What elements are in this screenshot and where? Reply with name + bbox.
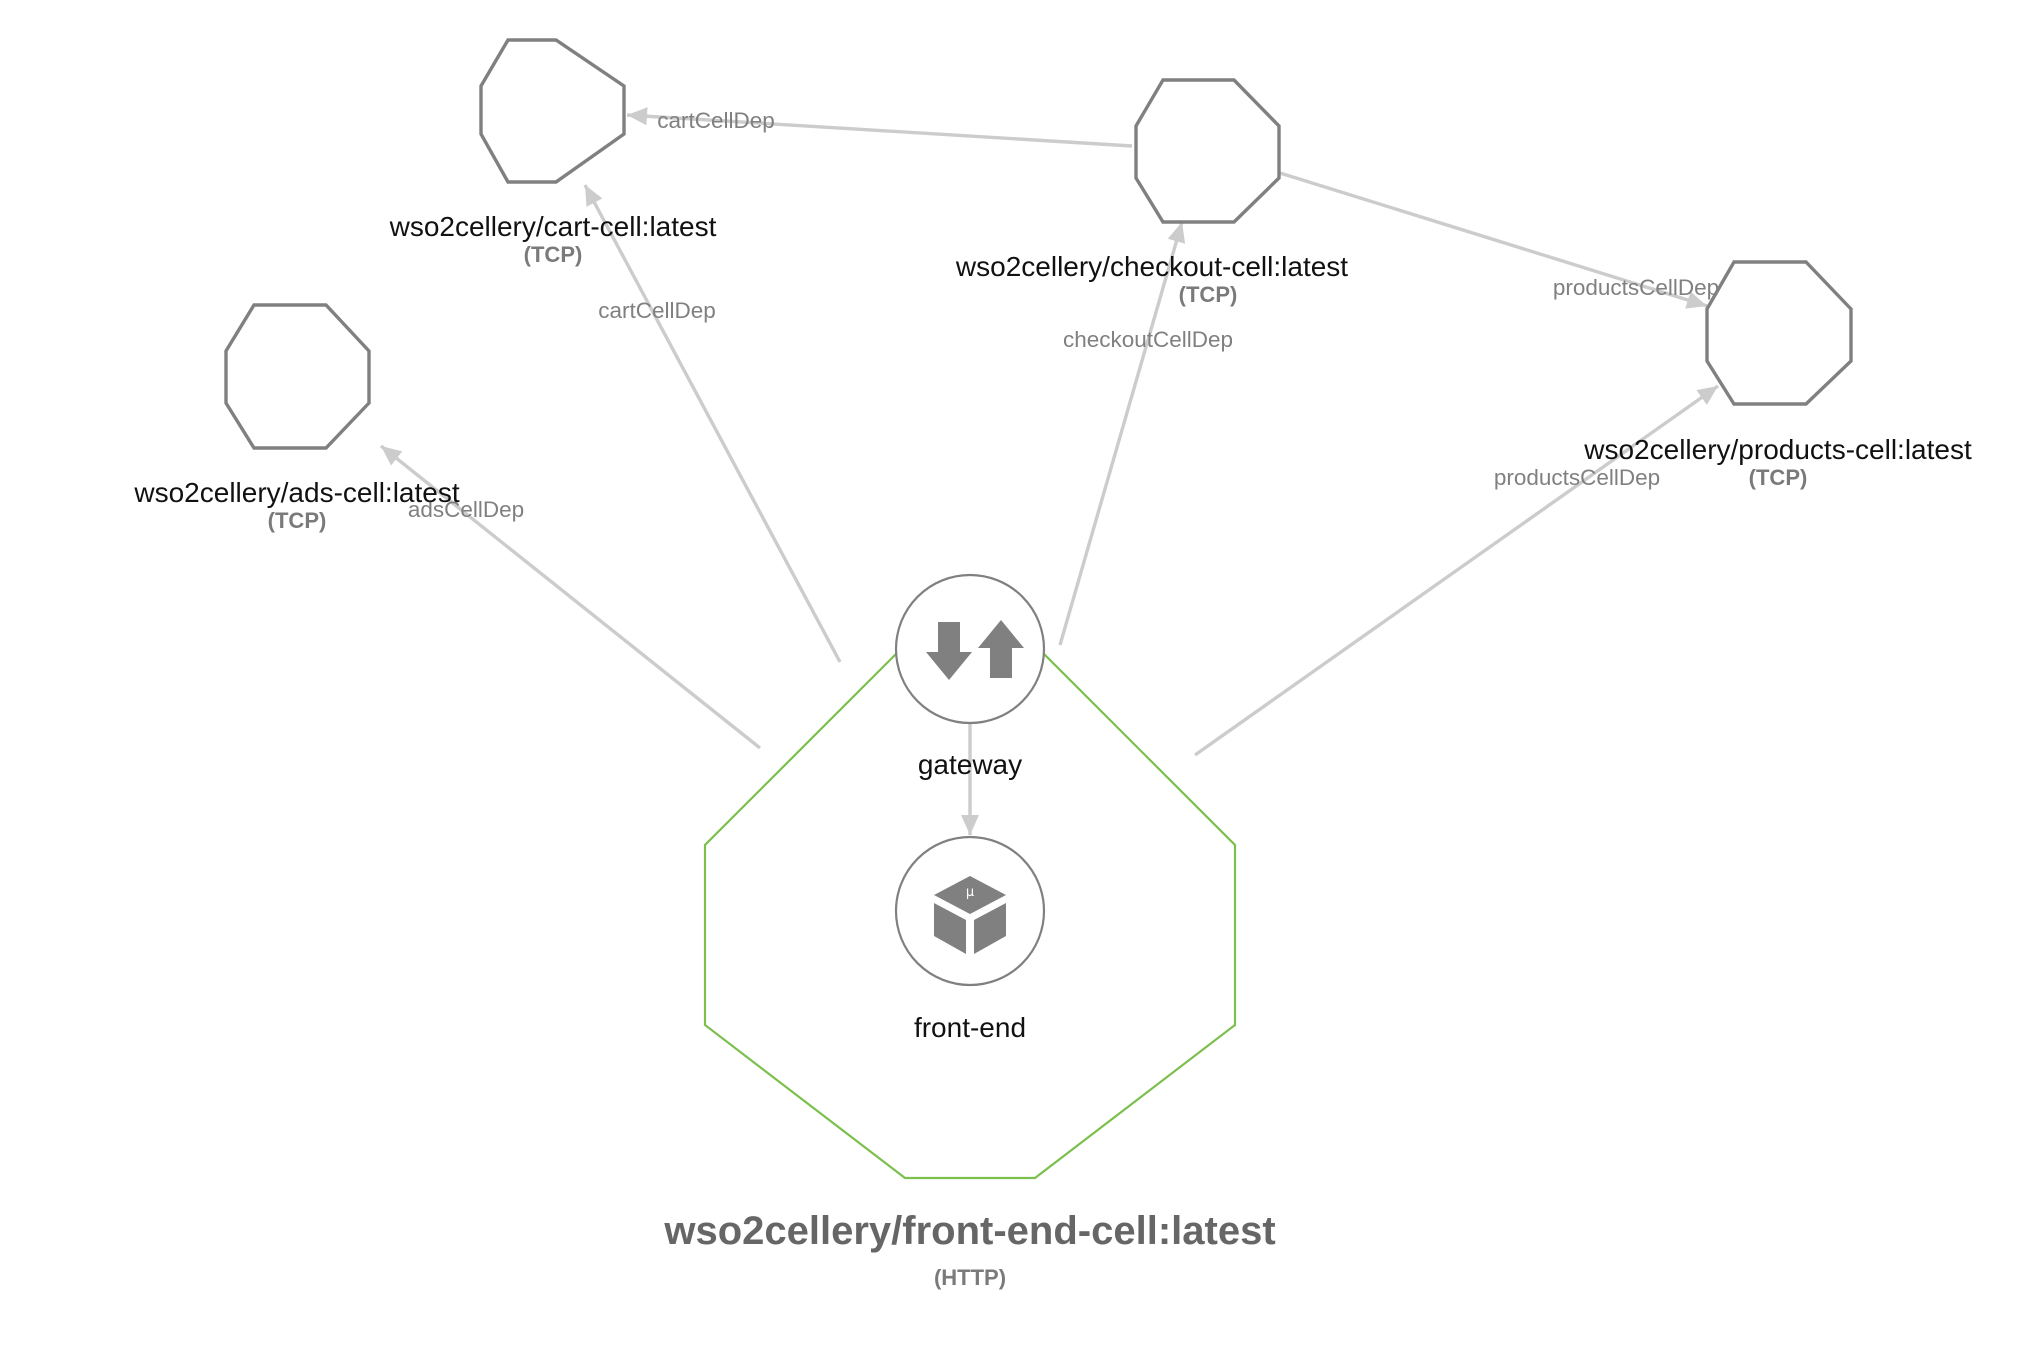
main-cell-protocol: (HTTP) xyxy=(934,1265,1006,1290)
checkout-cell-name: wso2cellery/checkout-cell:latest xyxy=(955,251,1348,282)
edge-checkout-to-cart[interactable] xyxy=(626,106,1133,148)
main-cell-name: wso2cellery/front-end-cell:latest xyxy=(663,1209,1275,1253)
cell-node-products[interactable]: wso2cellery/products-cell:latest (TCP) xyxy=(1583,260,1972,490)
edge-label-frontend-products: productsCellDep xyxy=(1494,465,1660,490)
arrowhead xyxy=(1696,386,1718,405)
microservice-cube-icon: μ xyxy=(934,876,1006,954)
edge-label-checkout-products: productsCellDep xyxy=(1553,275,1719,300)
component-gateway[interactable]: gateway xyxy=(894,573,1046,780)
gateway-node[interactable] xyxy=(894,573,1046,725)
edge-label-checkout-cart: cartCellDep xyxy=(657,108,775,133)
edge-label-frontend-ads: adsCellDep xyxy=(408,497,524,522)
cell-node-ads[interactable]: wso2cellery/ads-cell:latest (TCP) xyxy=(133,303,460,533)
ads-cell-name: wso2cellery/ads-cell:latest xyxy=(133,477,459,508)
ads-cell-octagon[interactable] xyxy=(224,303,371,450)
arrowhead xyxy=(1167,222,1186,244)
arrowhead xyxy=(585,185,603,207)
products-cell-name: wso2cellery/products-cell:latest xyxy=(1583,434,1972,465)
arrowhead xyxy=(961,815,979,835)
cart-cell-protocol: (TCP) xyxy=(524,242,583,267)
gateway-arrows-icon xyxy=(926,620,1024,680)
svg-text:μ: μ xyxy=(966,885,974,900)
edge-frontend-to-checkout[interactable] xyxy=(1058,220,1191,646)
edge-frontend-to-cart[interactable] xyxy=(577,181,842,663)
front-end-label: front-end xyxy=(914,1012,1026,1043)
products-cell-protocol: (TCP) xyxy=(1749,465,1808,490)
cell-node-cart[interactable]: wso2cellery/cart-cell:latest (TCP) xyxy=(389,38,717,267)
edge-labels: cartCellDep cartCellDep checkoutCellDep … xyxy=(408,108,1719,522)
edge-checkout-to-products[interactable] xyxy=(1279,171,1710,315)
gateway-label: gateway xyxy=(918,749,1022,780)
arrowhead xyxy=(381,446,403,466)
ads-cell-protocol: (TCP) xyxy=(268,508,327,533)
cart-cell-name: wso2cellery/cart-cell:latest xyxy=(389,211,717,242)
edge-gateway-to-frontend xyxy=(961,723,979,835)
products-cell-octagon[interactable] xyxy=(1705,260,1853,406)
arrowhead xyxy=(1685,291,1707,309)
checkout-cell-protocol: (TCP) xyxy=(1179,282,1238,307)
edge-frontend-to-products[interactable] xyxy=(1194,379,1723,757)
arrowhead xyxy=(627,107,648,126)
edge-frontend-to-ads[interactable] xyxy=(375,439,762,750)
edges xyxy=(375,106,1723,835)
cart-cell-octagon[interactable] xyxy=(479,38,626,184)
edge-label-frontend-cart: cartCellDep xyxy=(598,298,716,323)
checkout-cell-octagon[interactable] xyxy=(1134,78,1281,224)
edge-label-frontend-checkout: checkoutCellDep xyxy=(1063,327,1233,352)
cell-node-checkout[interactable]: wso2cellery/checkout-cell:latest (TCP) xyxy=(955,78,1348,307)
component-front-end[interactable]: μ front-end xyxy=(894,835,1046,1043)
